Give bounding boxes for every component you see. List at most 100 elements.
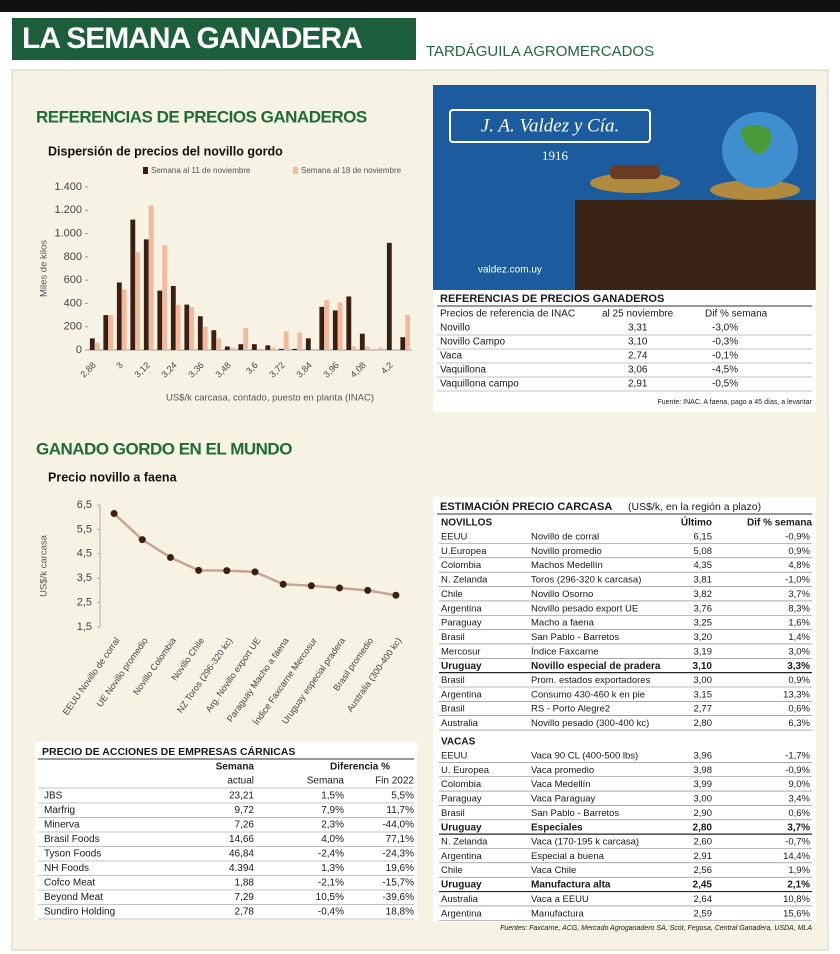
table-cell: 1,5%: [321, 791, 344, 802]
table-cell: Brasil: [441, 675, 465, 686]
point: [279, 580, 287, 588]
table-cell: U. Europea: [441, 765, 490, 776]
ad-logo-box: [449, 109, 651, 143]
point: [392, 591, 400, 599]
section-title: GANADO GORDO EN EL MUNDO: [36, 439, 292, 458]
column-header: actual: [227, 776, 254, 787]
bar: [162, 245, 168, 350]
table-cell: EEUU: [441, 750, 468, 761]
bar: [211, 330, 217, 350]
table-cell: 2,60: [694, 837, 713, 848]
y-tick-label: 4,5: [77, 548, 92, 560]
page-subtitle: TARDÁGUILA AGROMERCADOS: [426, 43, 654, 60]
table-cell: -0,9%: [785, 765, 810, 776]
table-cell: 1,9%: [788, 865, 810, 876]
table-cell: Macho a faena: [531, 618, 595, 629]
table-cell: Especiales: [531, 822, 583, 833]
table-cell: Prom. estados exportadores: [531, 675, 651, 686]
table-cell: 18,8%: [386, 907, 414, 918]
bar: [243, 327, 249, 350]
bar: [324, 299, 330, 350]
table-title: REFERENCIAS DE PRECIOS GANADEROS: [440, 293, 664, 305]
table-cell: Argentina: [441, 851, 482, 862]
bar: [283, 331, 289, 350]
column-header: Último: [681, 516, 712, 529]
bar: [197, 316, 203, 350]
y-tick-label: 2,5: [77, 597, 92, 609]
table-cell: Australia: [441, 718, 479, 729]
table-cell: 2,56: [694, 865, 713, 876]
table-cell: Novillo especial de pradera: [531, 661, 661, 672]
table-cell: Colombia: [441, 560, 482, 571]
table-title: ESTIMACIÓN PRECIO CARCASA: [440, 500, 612, 513]
table-cell: 2,3%: [321, 820, 344, 831]
table-cell: 15,6%: [783, 908, 810, 919]
table-cell: 46,84: [229, 849, 254, 860]
bar: [108, 315, 114, 350]
legend-label: Semana al 18 de noviembre: [301, 166, 402, 175]
legend-label: Semana al 11 de noviembre: [151, 166, 251, 175]
ad-cattle: [610, 165, 660, 179]
point: [166, 553, 174, 561]
chart-title: Precio novillo a faena: [48, 470, 178, 484]
table-cell: Consumo 430-460 k en pie: [531, 689, 645, 700]
table-cell: 2,1%: [787, 880, 810, 891]
point: [110, 510, 118, 518]
table-cell: Paraguay: [441, 618, 482, 629]
table-cell: 3,7%: [788, 589, 810, 600]
y-tick-label: 6,5: [77, 499, 92, 511]
title-box: [12, 18, 416, 60]
ad-scale-base: [575, 200, 815, 290]
bar: [319, 306, 325, 350]
group-header: Diferencia %: [330, 762, 390, 773]
table-cell: Especial a buena: [531, 851, 605, 862]
table-cell: 2,90: [694, 808, 713, 819]
table-cell: JBS: [44, 791, 63, 802]
table-cell: Toros (296-320 k carcasa): [531, 575, 641, 586]
table-cell: Brasil: [441, 704, 465, 715]
point: [364, 586, 372, 594]
table-cell: -1,0%: [785, 575, 810, 586]
table-cell: 3,96: [694, 750, 713, 761]
table-cell: 2,80: [694, 718, 713, 729]
table-cell: San Pablo - Barretos: [531, 808, 619, 819]
table-cell: 2,78: [235, 907, 255, 918]
table-cell: 14,4%: [783, 851, 810, 862]
point: [307, 582, 315, 590]
table-cell: 2,59: [694, 908, 713, 919]
table-cell: 5,5%: [391, 791, 414, 802]
table-cell: 3,76: [694, 603, 713, 614]
table-cell: San Pablo - Barretos: [531, 632, 619, 643]
column-header: Semana: [307, 776, 345, 787]
advertisement: J. A. Valdez y Cía. 1916 valdez.com.uy: [433, 85, 816, 290]
x-axis-label: US$/k carcasa, contado, puesto en planta…: [166, 393, 374, 404]
bar: [337, 302, 343, 350]
table-cell: -1,7%: [785, 750, 810, 761]
y-axis-label: US$/k carcasa: [39, 534, 50, 596]
bar: [346, 296, 352, 350]
table-cell: 3,0%: [788, 646, 810, 657]
table-cell: Vaca: [440, 351, 462, 362]
page-title: LA SEMANA GANADERA: [22, 22, 362, 55]
section-title: REFERENCIAS DE PRECIOS GANADEROS: [36, 107, 367, 126]
point: [251, 568, 259, 576]
bar: [359, 333, 365, 350]
table-cell: -0,1%: [712, 351, 738, 362]
y-tick-label: 600: [64, 274, 82, 286]
table-cell: 10,5%: [316, 892, 344, 903]
table-cell: 5,08: [694, 546, 713, 557]
table-cell: U.Europea: [441, 546, 487, 557]
table-cell: 3,10: [628, 337, 648, 348]
table-cell: Novillo Osorno: [531, 589, 593, 600]
table-cell: 6,15: [694, 532, 713, 543]
table-cell: 1,3%: [321, 863, 344, 874]
table-box: [433, 497, 816, 922]
table-cell: 3,82: [694, 589, 713, 600]
column-header: Fin 2022: [375, 776, 414, 787]
table-cell: Brasil: [441, 808, 465, 819]
table-cell: 0,9%: [788, 546, 810, 557]
table-cell: 3,20: [694, 632, 713, 643]
table-cell: -0,5%: [712, 379, 738, 390]
table-cell: Vaca 90 CL (400-500 lbs): [531, 750, 638, 761]
